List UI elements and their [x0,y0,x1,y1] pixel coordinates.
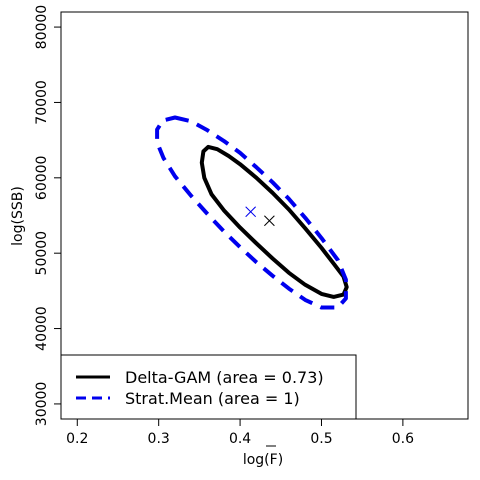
y-tick-label: 80000 [34,5,50,50]
y-tick-label: 60000 [34,156,50,201]
series-ellipse-0 [199,144,349,299]
x-axis-label-overline: F [270,452,278,468]
series-layer [155,115,349,310]
series-center-marker-1 [245,206,257,218]
series-center-marker-0 [264,215,275,227]
y-axis: 30000 40000 50000 60000 70000 80000 [34,5,62,427]
legend-box [60,354,357,420]
series-ellipse-1 [155,115,348,310]
x-axis-label: log(F) [243,452,283,468]
x-tick-label: 0.4 [229,431,251,447]
y-axis-label: log(SSB) [10,186,26,246]
x-tick-label: 0.6 [392,431,414,447]
x-axis-label-suffix: ) [278,452,283,468]
legend-label-strat-mean: Strat.Mean (area = 1) [125,389,300,408]
x-axis-label-prefix: log( [243,452,270,468]
legend: Delta-GAM (area = 0.73) Strat.Mean (area… [60,354,357,420]
x-tick-label: 0.2 [66,431,88,447]
y-tick-label: 40000 [34,306,50,351]
x-axis: 0.2 0.3 0.4 0.5 0.6 [66,418,414,447]
y-tick-label: 70000 [34,80,50,125]
y-tick-label: 30000 [34,382,50,427]
x-tick-label: 0.5 [310,431,332,447]
y-tick-label: 50000 [34,231,50,276]
x-tick-label: 0.3 [148,431,170,447]
legend-label-delta-gam: Delta-GAM (area = 0.73) [125,368,324,387]
